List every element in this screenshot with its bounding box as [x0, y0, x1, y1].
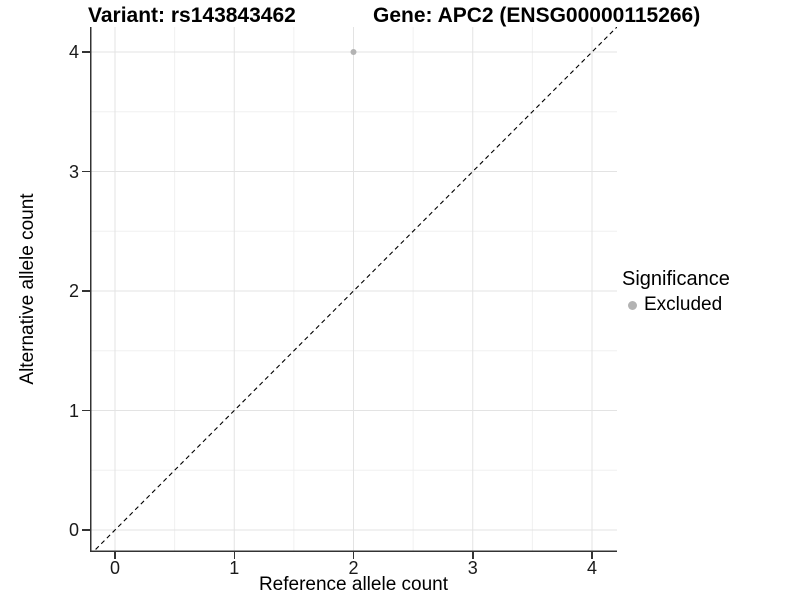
- y-tick-label: 0: [68, 520, 79, 540]
- x-tick-label: 3: [467, 558, 478, 578]
- legend-point-icon: [628, 300, 637, 310]
- identity-reference-line: [92, 27, 617, 552]
- data-point: [350, 49, 357, 55]
- x-tick-mark: [114, 552, 116, 559]
- x-tick-mark: [472, 552, 474, 559]
- y-tick-mark: [82, 529, 90, 531]
- x-tick-label: 2: [348, 558, 359, 578]
- legend-title: Significance: [622, 268, 730, 290]
- legend: Significance Excluded: [622, 268, 730, 316]
- y-axis-title: Alternative allele count: [17, 193, 38, 385]
- legend-items: Excluded: [622, 294, 730, 316]
- y-tick-label: 3: [68, 161, 79, 182]
- x-tick-label: 1: [229, 558, 240, 578]
- x-axis-title: Reference allele count: [258, 574, 449, 595]
- variant-title: Variant: rs143843462: [88, 4, 296, 27]
- plot-canvas: [90, 27, 617, 552]
- y-tick-label: 2: [68, 281, 79, 301]
- x-tick-label: 0: [109, 558, 120, 578]
- plot-panel: [90, 27, 617, 552]
- x-tick-mark: [591, 552, 593, 559]
- x-tick-mark: [233, 552, 235, 559]
- x-tick-label: 4: [586, 558, 597, 578]
- y-tick-mark: [82, 51, 90, 53]
- y-tick-mark: [82, 409, 90, 412]
- x-tick-mark: [352, 552, 355, 559]
- y-tick-label: 4: [68, 42, 79, 62]
- y-tick-mark: [82, 290, 90, 292]
- y-tick-label: 1: [68, 400, 79, 421]
- y-tick-mark: [82, 170, 90, 173]
- gene-title: Gene: APC2 (ENSG00000115266): [373, 4, 701, 27]
- legend-item-label: Excluded: [644, 294, 723, 315]
- legend-item: Excluded: [622, 294, 730, 316]
